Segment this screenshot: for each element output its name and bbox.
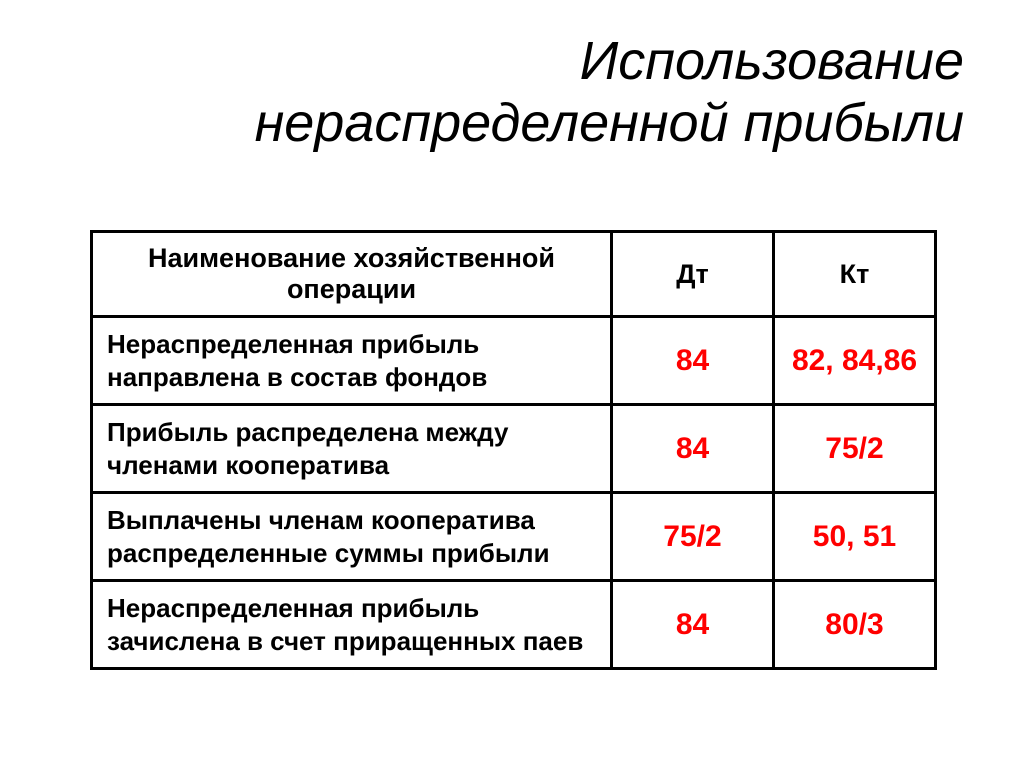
table-row: Прибыль распределена между членами коопе…	[92, 405, 936, 493]
col-header-kt: Кт	[774, 232, 936, 317]
cell-kt: 80/3	[774, 581, 936, 669]
cell-dt: 84	[612, 405, 774, 493]
cell-dt: 84	[612, 581, 774, 669]
cell-operation: Нераспределенная прибыль зачислена в сче…	[92, 581, 612, 669]
cell-operation: Выплачены членам кооператива распределен…	[92, 493, 612, 581]
cell-operation: Прибыль распределена между членами коопе…	[92, 405, 612, 493]
accounting-table-element: Наименование хозяйственной операции Дт К…	[90, 230, 937, 670]
cell-kt: 75/2	[774, 405, 936, 493]
slide-title-line-1: Использование	[0, 30, 964, 92]
cell-operation: Нераспределенная прибыль направлена в со…	[92, 317, 612, 405]
col-header-dt: Дт	[612, 232, 774, 317]
slide-title-line-2: нераспределенной прибыли	[0, 92, 964, 154]
accounting-table: Наименование хозяйственной операции Дт К…	[90, 230, 934, 670]
slide-title: Использование нераспределенной прибыли	[0, 30, 1024, 154]
table-row: Нераспределенная прибыль зачислена в сче…	[92, 581, 936, 669]
col-header-operation: Наименование хозяйственной операции	[92, 232, 612, 317]
table-header-row: Наименование хозяйственной операции Дт К…	[92, 232, 936, 317]
cell-kt: 82, 84,86	[774, 317, 936, 405]
cell-dt: 75/2	[612, 493, 774, 581]
cell-kt: 50, 51	[774, 493, 936, 581]
table-row: Выплачены членам кооператива распределен…	[92, 493, 936, 581]
cell-dt: 84	[612, 317, 774, 405]
table-row: Нераспределенная прибыль направлена в со…	[92, 317, 936, 405]
